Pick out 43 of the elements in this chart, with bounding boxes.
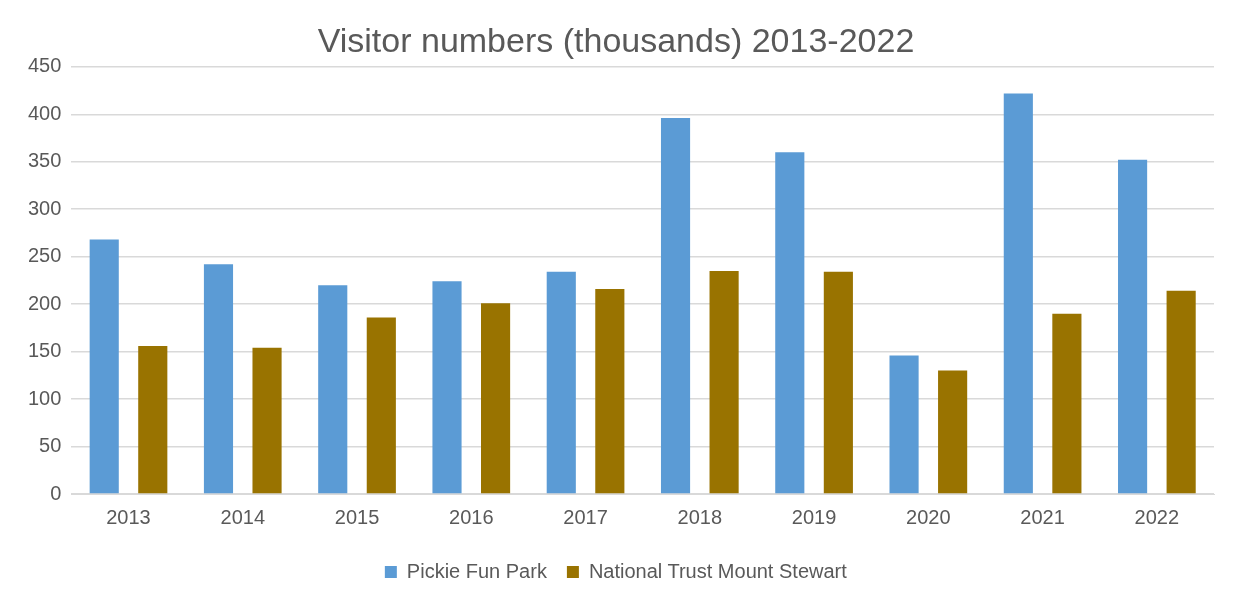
y-tick-label: 350	[27, 149, 62, 172]
bar	[203, 264, 234, 494]
x-tick-label: 2019	[791, 505, 837, 528]
bar	[1166, 290, 1196, 494]
chart-title: Visitor numbers (thousands) 2013-2022	[317, 20, 915, 59]
bar	[432, 281, 462, 494]
x-tick-label: 2021	[1020, 505, 1065, 528]
bar	[889, 355, 919, 494]
bar	[660, 118, 691, 494]
bar	[775, 152, 805, 494]
y-tick-label: 150	[27, 339, 62, 362]
x-tick-label: 2017	[563, 505, 608, 528]
x-tick-label: 2020	[906, 505, 951, 528]
bar	[252, 347, 282, 494]
bar	[1118, 159, 1148, 494]
y-tick-label: 400	[27, 101, 62, 124]
x-tick-label: 2016	[449, 505, 494, 528]
bar	[595, 288, 625, 494]
bar	[89, 239, 119, 494]
bar	[709, 270, 739, 494]
y-tick-label: 200	[27, 291, 62, 314]
y-tick-label: 50	[39, 434, 62, 457]
legend-label: Pickie Fun Park	[406, 559, 548, 582]
x-tick-label: 2014	[220, 505, 266, 528]
bar	[481, 303, 511, 494]
y-tick-label: 0	[50, 481, 62, 504]
bar	[823, 271, 853, 494]
x-tick-label: 2015	[334, 505, 380, 528]
bar	[938, 370, 968, 494]
bar	[546, 271, 576, 494]
y-tick-label: 300	[27, 196, 62, 219]
bar	[1003, 93, 1033, 494]
x-tick-label: 2013	[106, 505, 151, 528]
x-tick-label: 2018	[677, 505, 723, 528]
bar	[318, 285, 348, 494]
bar	[138, 345, 168, 494]
bar	[1052, 313, 1082, 494]
y-tick-label: 100	[27, 386, 62, 409]
y-tick-label: 450	[27, 54, 62, 77]
legend-label: National Trust Mount Stewart	[588, 559, 848, 582]
y-tick-label: 250	[27, 244, 62, 267]
bar	[366, 317, 396, 494]
x-tick-label: 2022	[1134, 505, 1180, 528]
